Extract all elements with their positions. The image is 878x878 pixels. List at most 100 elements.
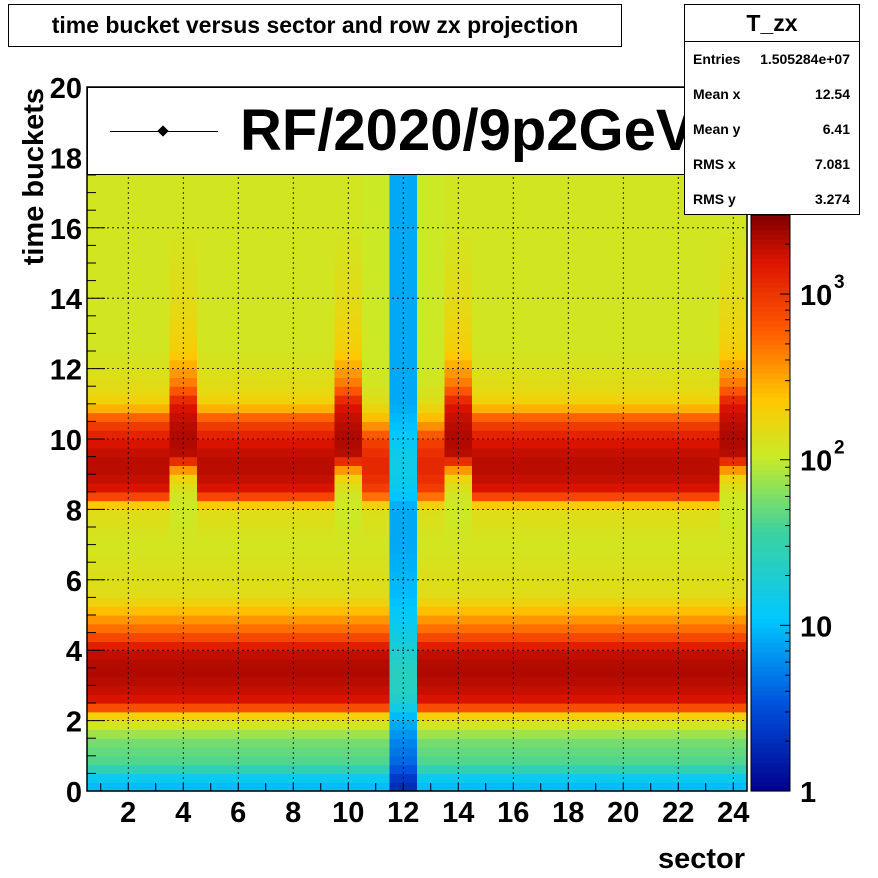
heatmap-cell	[582, 456, 611, 466]
heatmap-cell	[444, 711, 473, 722]
heatmap-cell	[197, 210, 226, 220]
heatmap-cell	[87, 755, 116, 766]
heatmap-cell	[527, 579, 556, 590]
heatmap-cell	[417, 307, 446, 317]
heatmap-cell	[417, 738, 446, 748]
heatmap-cell	[279, 571, 308, 581]
heatmap-cell	[582, 377, 611, 387]
heatmap-cell	[169, 509, 198, 519]
colorbar-segment	[751, 287, 790, 293]
heatmap-cell	[224, 535, 253, 546]
heatmap-cell	[362, 747, 391, 757]
heatmap-cell	[637, 307, 666, 317]
heatmap-cell	[279, 729, 308, 739]
heatmap-cell	[527, 606, 556, 616]
heatmap-cell	[389, 175, 418, 185]
heatmap-cell	[582, 271, 611, 282]
heatmap-cell	[527, 271, 556, 282]
heatmap-cell	[582, 192, 611, 202]
heatmap-cell	[197, 474, 226, 484]
colorbar-segment	[751, 719, 790, 725]
heatmap-cell	[87, 403, 116, 414]
heatmap-cell	[87, 518, 116, 528]
heatmap-cell	[197, 667, 226, 678]
heatmap-cell	[609, 500, 638, 510]
heatmap-cell	[719, 342, 748, 352]
heatmap-cell	[279, 324, 308, 334]
heatmap-cell	[719, 395, 748, 405]
heatmap-cell	[417, 263, 446, 273]
colorbar-segment	[751, 546, 790, 552]
heatmap-cell	[444, 430, 473, 440]
heatmap-cell	[307, 544, 336, 554]
heatmap-cell	[114, 307, 143, 317]
heatmap-cell	[664, 535, 693, 546]
heatmap-cell	[197, 298, 226, 308]
heatmap-cell	[362, 307, 391, 317]
heatmap-cell	[582, 201, 611, 211]
heatmap-cell	[472, 562, 501, 572]
heatmap-cell	[582, 509, 611, 519]
heatmap-cell	[554, 315, 583, 326]
heatmap-cell	[389, 544, 418, 554]
heatmap-cell	[142, 720, 171, 730]
heatmap-cell	[142, 553, 171, 563]
heatmap-cell	[169, 685, 198, 695]
heatmap-cell	[417, 562, 446, 572]
heatmap-cell	[637, 676, 666, 686]
heatmap-cell	[224, 456, 253, 466]
colorbar-segment	[751, 243, 790, 250]
heatmap-cell	[692, 359, 721, 370]
colorbar-segment	[751, 541, 790, 547]
heatmap-cell	[279, 615, 308, 625]
heatmap-cell	[582, 562, 611, 572]
y-tick-label: 16	[50, 214, 82, 246]
heatmap-cell	[527, 474, 556, 484]
heatmap-cell	[444, 641, 473, 651]
heatmap-cell	[527, 755, 556, 766]
colorbar-segment	[751, 258, 790, 264]
heatmap-cell	[197, 535, 226, 546]
heatmap-cell	[417, 219, 446, 229]
heatmap-cell	[499, 535, 528, 546]
heatmap-cell	[664, 351, 693, 361]
heatmap-cell	[389, 509, 418, 519]
heatmap-cell	[444, 395, 473, 405]
heatmap-cell	[719, 755, 748, 766]
heatmap-cell	[142, 615, 171, 625]
heatmap-cell	[417, 430, 446, 440]
heatmap-cell	[444, 210, 473, 220]
heatmap-cell	[472, 175, 501, 185]
heatmap-cell	[499, 509, 528, 519]
heatmap-cell	[637, 439, 666, 449]
colorbar-segment	[751, 445, 790, 451]
heatmap-cell	[692, 412, 721, 422]
heatmap-cell	[527, 588, 556, 598]
heatmap-cell	[527, 333, 556, 343]
heatmap-cell	[169, 236, 198, 246]
heatmap-cell	[362, 527, 391, 537]
heatmap-cell	[142, 219, 171, 229]
heatmap-cell	[252, 324, 281, 334]
heatmap-cell	[142, 254, 171, 264]
heatmap-cell	[582, 359, 611, 370]
heatmap-cell	[114, 685, 143, 695]
heatmap-cell	[87, 509, 116, 519]
heatmap-cell	[692, 659, 721, 669]
x-tick-label: 8	[285, 797, 301, 829]
heatmap-cell	[307, 263, 336, 273]
heatmap-cell	[554, 351, 583, 361]
heatmap-cell	[417, 474, 446, 484]
heatmap-cell	[472, 535, 501, 546]
heatmap-cell	[472, 755, 501, 766]
heatmap-cell	[417, 245, 446, 255]
legend-marker-symbol	[157, 125, 169, 137]
heatmap-cell	[417, 597, 446, 607]
heatmap-cell	[252, 676, 281, 686]
heatmap-cell	[692, 403, 721, 414]
heatmap-cell	[527, 676, 556, 686]
heatmap-cell	[87, 183, 116, 194]
heatmap-cell	[252, 597, 281, 607]
heatmap-cell	[692, 544, 721, 554]
heatmap-cell	[142, 439, 171, 449]
